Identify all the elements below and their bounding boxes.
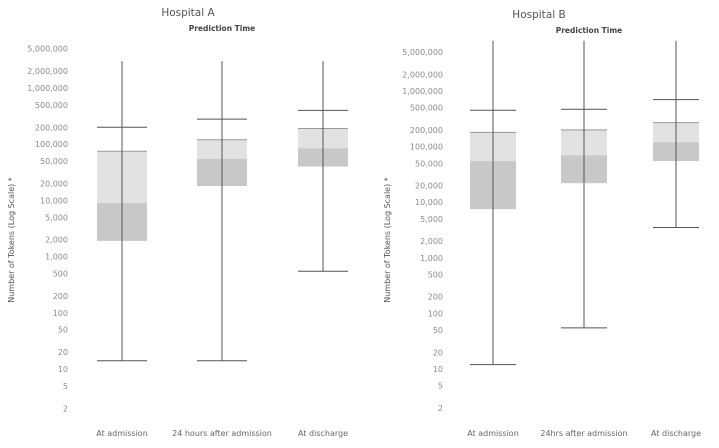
- y-tick-label: 2,000,000: [27, 67, 68, 76]
- y-tick-label: 500,000: [410, 104, 443, 113]
- y-tick-label: 100,000: [35, 140, 68, 149]
- y-tick-label: 500,000: [35, 101, 68, 110]
- x-category-label: 24hrs after admission: [540, 429, 627, 438]
- y-tick-label: 50,000: [415, 159, 443, 168]
- y-tick-label: 200,000: [410, 126, 443, 135]
- y-tick-label: 2: [438, 404, 443, 413]
- y-tick-label: 10: [433, 365, 443, 374]
- x-axis-header: Prediction Time: [189, 24, 256, 33]
- x-axis-header: Prediction Time: [556, 26, 623, 35]
- y-tick-label: 20: [58, 348, 68, 357]
- y-tick-label: 100,000: [410, 143, 443, 152]
- y-tick-label: 5: [63, 382, 68, 391]
- y-tick-label: 2,000,000: [402, 70, 443, 79]
- y-tick-label: 200: [428, 293, 443, 302]
- y-axis-label: Number of Tokens (Log Scale) *: [383, 177, 392, 303]
- chart-title: Hospital A: [161, 7, 215, 19]
- y-tick-label: 500: [428, 271, 443, 280]
- y-tick-label: 5,000,000: [27, 45, 68, 54]
- x-category-label: At discharge: [651, 429, 701, 438]
- y-tick-label: 50: [58, 326, 68, 335]
- x-category-label: At admission: [96, 429, 148, 438]
- y-tick-label: 1,000,000: [27, 84, 68, 93]
- y-tick-label: 20,000: [415, 181, 443, 190]
- y-tick-label: 1,000: [420, 254, 443, 263]
- y-tick-label: 2: [63, 404, 68, 413]
- y-tick-label: 10: [58, 365, 68, 374]
- y-tick-label: 1,000: [45, 253, 68, 262]
- y-tick-label: 100: [428, 309, 443, 318]
- y-tick-label: 5,000: [45, 213, 68, 222]
- y-tick-label: 2,000: [420, 237, 443, 246]
- y-tick-label: 500: [53, 270, 68, 279]
- y-tick-label: 5,000: [420, 215, 443, 224]
- y-tick-label: 200,000: [35, 123, 68, 132]
- y-tick-label: 20,000: [40, 179, 68, 188]
- x-category-label: 24 hours after admission: [172, 429, 272, 438]
- y-tick-label: 2,000: [45, 236, 68, 245]
- x-category-label: At admission: [467, 429, 519, 438]
- y-tick-label: 50: [433, 326, 443, 335]
- x-category-label: At discharge: [298, 429, 348, 438]
- y-tick-label: 5,000,000: [402, 48, 443, 57]
- y-tick-label: 50,000: [40, 157, 68, 166]
- y-tick-label: 20: [433, 348, 443, 357]
- y-tick-label: 10,000: [415, 198, 443, 207]
- chart-title: Hospital B: [512, 9, 565, 21]
- y-tick-label: 10,000: [40, 196, 68, 205]
- y-tick-label: 100: [53, 309, 68, 318]
- y-axis-label: Number of Tokens (Log Scale) *: [7, 177, 16, 303]
- y-tick-label: 5: [438, 382, 443, 391]
- y-tick-label: 200: [53, 292, 68, 301]
- y-tick-label: 1,000,000: [402, 87, 443, 96]
